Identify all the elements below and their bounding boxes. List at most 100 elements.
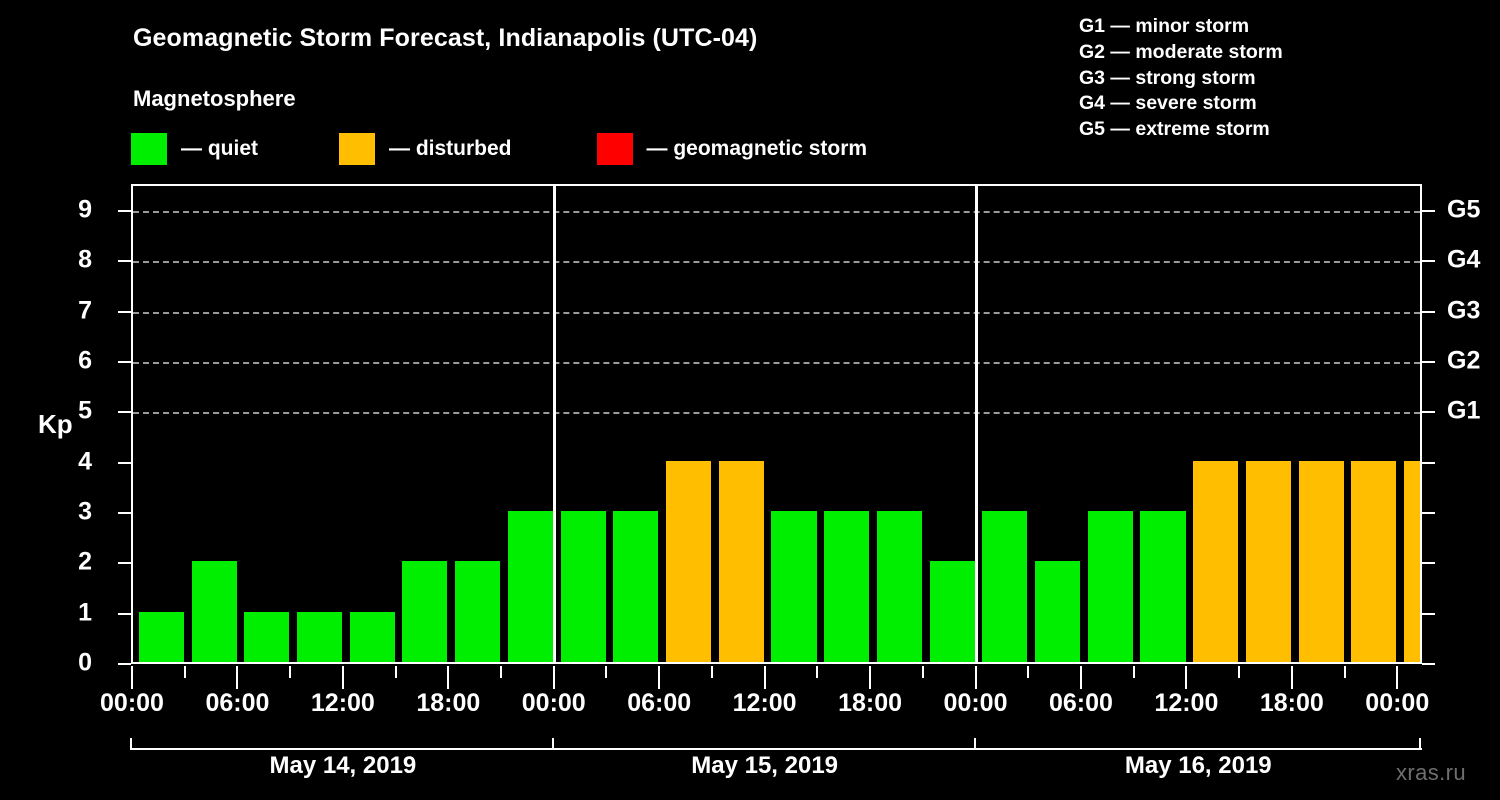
- x-tick-label-11: 18:00: [1259, 689, 1324, 717]
- storm-swatch: [596, 133, 633, 165]
- x-tick-mark-18: [1079, 666, 1082, 689]
- y-tick-mark-2: [118, 562, 131, 565]
- gridline-kp-7: [133, 311, 1420, 314]
- x-tick-label-9: 06:00: [1048, 689, 1113, 717]
- bar-quiet-kp3[interactable]: [507, 511, 553, 662]
- bar-disturbed-kp4[interactable]: [1193, 460, 1239, 662]
- date-label-day-1: May 14, 2019: [269, 752, 417, 779]
- bar-disturbed-kp4[interactable]: [1351, 460, 1397, 662]
- right-tick-mark-1: [1422, 612, 1435, 615]
- legend-entry-disturbed: — disturbed: [339, 133, 512, 165]
- date-band-separator-0: [130, 738, 132, 750]
- date-band: [130, 738, 1422, 750]
- x-tick-label-7: 18:00: [838, 689, 903, 717]
- y-tick-label-4: 4: [78, 447, 92, 476]
- g-tick-mark-G2: [1422, 361, 1435, 364]
- day-divider-2: [975, 186, 979, 662]
- bar-quiet-kp3[interactable]: [771, 511, 817, 662]
- x-tick-mark-3: [289, 666, 292, 678]
- x-tick-label-3: 18:00: [416, 689, 481, 717]
- y-tick-label-0: 0: [78, 648, 92, 677]
- gridline-kp-5: [133, 412, 1420, 415]
- x-tick-mark-1: [183, 666, 186, 678]
- plot-area: [131, 184, 1422, 664]
- watermark: xras.ru: [1396, 760, 1467, 785]
- y-tick-label-7: 7: [78, 296, 92, 325]
- y-tick-mark-9: [118, 210, 131, 213]
- bar-quiet-kp2[interactable]: [929, 561, 975, 662]
- magnetosphere-label: Magnetosphere: [133, 86, 296, 111]
- x-tick-mark-23: [1343, 666, 1346, 678]
- bar-quiet-kp3[interactable]: [876, 511, 922, 662]
- color-legend: — quiet — disturbed — geomagnetic storm: [131, 133, 867, 165]
- bar-disturbed-kp4[interactable]: [1404, 460, 1420, 662]
- day-divider-1: [553, 186, 557, 662]
- g-scale-row-g5: G5 — extreme storm: [1079, 118, 1270, 141]
- bar-quiet-kp1[interactable]: [296, 611, 343, 662]
- date-label-day-2: May 15, 2019: [691, 752, 839, 779]
- x-tick-label-12: 00:00: [1365, 689, 1430, 717]
- disturbed-swatch: [339, 133, 375, 165]
- bar-disturbed-kp4[interactable]: [666, 460, 712, 662]
- bar-quiet-kp2[interactable]: [1035, 561, 1081, 662]
- y-tick-mark-7: [118, 310, 131, 313]
- bar-disturbed-kp4[interactable]: [1245, 460, 1291, 662]
- legend-entry-storm: — geomagnetic storm: [596, 133, 868, 165]
- bar-quiet-kp2[interactable]: [191, 561, 237, 662]
- bar-disturbed-kp4[interactable]: [718, 460, 764, 662]
- legend-label: — quiet: [181, 137, 258, 160]
- x-tick-mark-19: [1132, 666, 1135, 678]
- legend-label: — disturbed: [389, 137, 512, 160]
- bar-quiet-kp1[interactable]: [244, 611, 290, 662]
- x-tick-mark-6: [447, 666, 450, 689]
- g-scale-row-g4: G4 — severe storm: [1079, 92, 1257, 115]
- y-tick-mark-6: [118, 361, 131, 364]
- y-tick-label-5: 5: [78, 396, 92, 425]
- x-tick-mark-21: [1238, 666, 1241, 678]
- x-tick-mark-0: [131, 666, 133, 689]
- right-tick-mark-3: [1422, 512, 1435, 515]
- x-tick-mark-20: [1185, 666, 1188, 689]
- bar-quiet-kp2[interactable]: [455, 561, 501, 662]
- x-tick-mark-4: [341, 666, 344, 689]
- g-scale-row-g2: G2 — moderate storm: [1079, 40, 1283, 63]
- bar-quiet-kp3[interactable]: [982, 511, 1028, 662]
- y-tick-mark-3: [118, 512, 131, 515]
- x-tick-label-4: 00:00: [521, 689, 586, 717]
- g-scale-legend: G1 — minor storm G2 — moderate storm G3 — …: [1079, 14, 1283, 143]
- legend-entry-quiet: — quiet: [131, 133, 258, 165]
- x-tick-mark-12: [763, 666, 766, 689]
- x-tick-mark-22: [1290, 666, 1293, 689]
- x-tick-label-10: 12:00: [1154, 689, 1219, 717]
- bar-quiet-kp3[interactable]: [1140, 511, 1186, 662]
- bar-quiet-kp3[interactable]: [824, 511, 870, 662]
- date-band-separator-1: [551, 738, 554, 750]
- g-tick-label-G3: G3: [1447, 296, 1481, 325]
- y-tick-mark-4: [118, 461, 131, 464]
- bar-quiet-kp2[interactable]: [402, 561, 448, 662]
- right-tick-mark-0: [1422, 663, 1435, 665]
- gridline-kp-6: [133, 362, 1420, 365]
- bar-quiet-kp3[interactable]: [613, 511, 659, 662]
- x-tick-mark-24: [1396, 666, 1399, 689]
- x-tick-label-2: 12:00: [310, 689, 375, 717]
- bar-quiet-kp1[interactable]: [138, 611, 184, 662]
- bar-quiet-kp3[interactable]: [560, 511, 606, 662]
- right-tick-mark-4: [1422, 461, 1435, 464]
- bar-disturbed-kp4[interactable]: [1298, 460, 1344, 662]
- y-tick-label-8: 8: [78, 245, 92, 274]
- g-tick-mark-G1: [1422, 411, 1435, 414]
- x-tick-label-0: 00:00: [100, 689, 164, 717]
- x-tick-label-5: 06:00: [627, 689, 692, 717]
- gridline-kp-9: [133, 211, 1420, 214]
- x-tick-label-8: 00:00: [943, 689, 1008, 717]
- g-tick-mark-G5: [1422, 210, 1435, 213]
- legend-label: — geomagnetic storm: [646, 137, 868, 160]
- gridline-kp-8: [133, 261, 1420, 264]
- bar-quiet-kp1[interactable]: [349, 611, 395, 662]
- g-scale-row-g1: G1 — minor storm: [1079, 15, 1250, 37]
- x-tick-mark-8: [552, 666, 555, 689]
- x-tick-mark-7: [500, 666, 503, 678]
- g-tick-mark-G4: [1422, 260, 1435, 263]
- bar-quiet-kp3[interactable]: [1087, 511, 1133, 662]
